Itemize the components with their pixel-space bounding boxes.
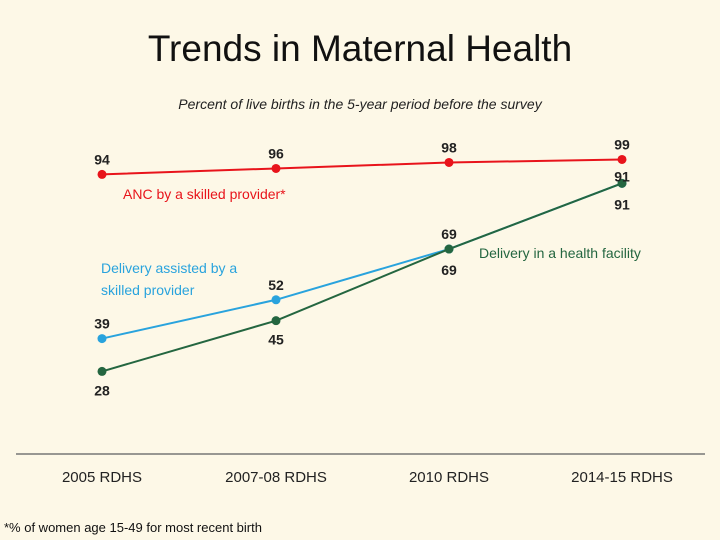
data-label: 69 xyxy=(441,226,457,242)
chart-title: Trends in Maternal Health xyxy=(147,28,573,69)
data-label: 52 xyxy=(268,277,284,293)
data-label: 45 xyxy=(268,332,284,348)
data-point xyxy=(444,244,454,254)
series-label-assisted-line2: skilled provider xyxy=(101,282,195,298)
data-label: 94 xyxy=(94,151,110,167)
data-label: 99 xyxy=(614,136,630,152)
data-point xyxy=(271,316,281,326)
data-label: 28 xyxy=(94,382,110,398)
x-tick-label: 2010 RDHS xyxy=(409,469,489,486)
data-point xyxy=(271,295,281,305)
data-point xyxy=(97,366,107,376)
data-point xyxy=(271,163,281,173)
data-label: 91 xyxy=(614,168,630,184)
data-label: 69 xyxy=(441,262,457,278)
series-line xyxy=(101,182,623,373)
data-point xyxy=(617,178,627,188)
data-point xyxy=(617,154,627,164)
x-tick-label: 2014-15 RDHS xyxy=(571,469,673,486)
data-point xyxy=(97,334,107,344)
footnote: *% of women age 15-49 for most recent bi… xyxy=(4,520,262,535)
chart-subtitle: Percent of live births in the 5-year per… xyxy=(178,96,542,112)
x-tick-label: 2005 RDHS xyxy=(62,469,142,486)
series-label-anc: ANC by a skilled provider* xyxy=(123,186,286,202)
data-label: 96 xyxy=(268,145,284,161)
x-tick-label: 2007-08 RDHS xyxy=(225,469,327,486)
series-label-assisted-line1: Delivery assisted by a xyxy=(101,260,237,276)
data-point xyxy=(444,157,454,167)
series-label-facility: Delivery in a health facility xyxy=(479,245,641,261)
data-point xyxy=(97,169,107,179)
series-line xyxy=(101,158,623,176)
data-label: 39 xyxy=(94,316,110,332)
data-label: 91 xyxy=(614,196,630,212)
data-label: 98 xyxy=(441,139,457,155)
